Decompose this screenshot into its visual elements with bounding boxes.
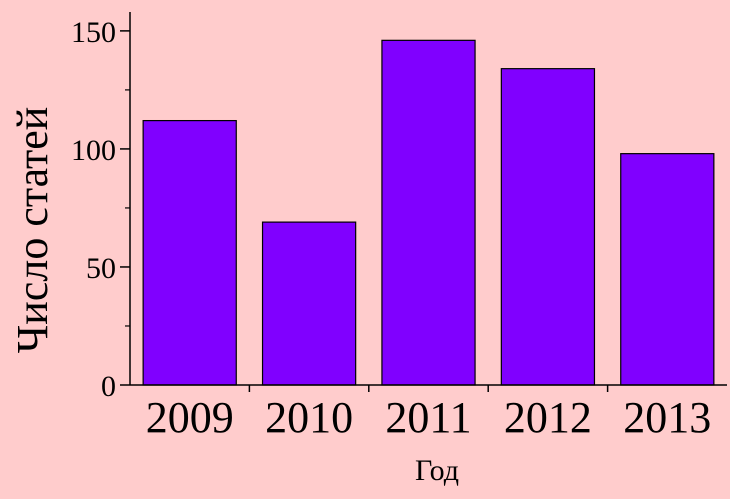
x-tick-label-2012: 2012: [504, 393, 592, 442]
x-tick-label-2010: 2010: [265, 393, 353, 442]
bar-2011: [381, 39, 476, 386]
y-tick-label-150: 150: [71, 16, 116, 49]
y-tick-label-100: 100: [71, 134, 116, 167]
x-ticks: 2009 2010 2011 2012 2013: [146, 385, 711, 442]
x-axis-label: Год: [415, 454, 459, 487]
y-tick-label-50: 50: [86, 252, 116, 285]
y-axis-label: Число статей: [8, 107, 57, 354]
y-ticks: 0 50 100 150: [71, 16, 130, 403]
bar-2009: [142, 119, 237, 386]
x-tick-label-2009: 2009: [146, 393, 234, 442]
y-tick-label-0: 0: [101, 370, 116, 403]
bar-2013: [620, 153, 715, 386]
bars: [142, 39, 715, 386]
axes: [129, 12, 727, 386]
bar-2012: [500, 68, 596, 386]
bar-2010: [261, 221, 357, 386]
x-tick-label-2013: 2013: [623, 393, 711, 442]
x-tick-label-2011: 2011: [385, 393, 471, 442]
